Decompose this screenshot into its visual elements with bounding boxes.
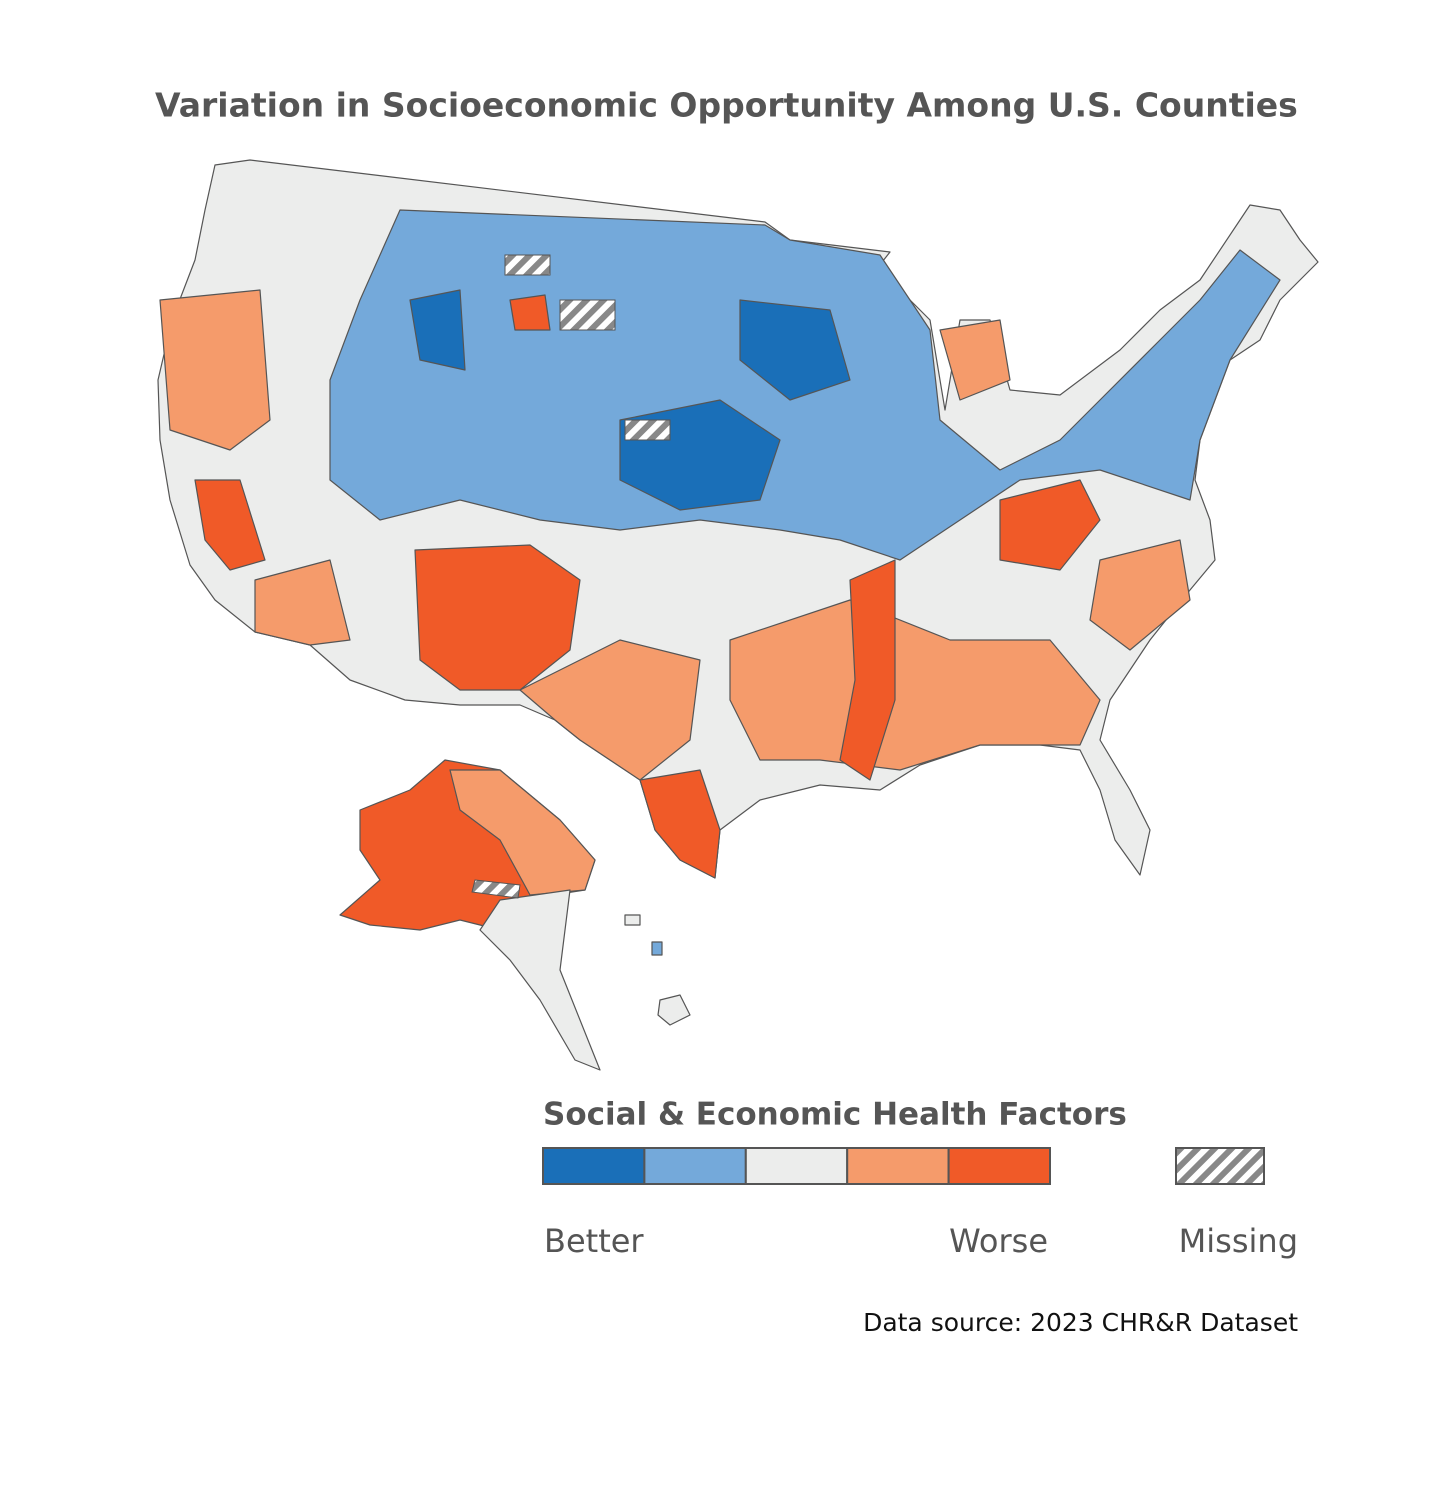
- missing-region: [504, 254, 671, 441]
- region: [159, 289, 271, 451]
- legend-title: Social & Economic Health Factors: [543, 1097, 1127, 1133]
- region: [479, 889, 601, 1071]
- region: [254, 559, 351, 646]
- missing-swatch: [1175, 1147, 1265, 1185]
- region: [729, 599, 1101, 771]
- legend-missing-label: Missing: [1179, 1222, 1298, 1260]
- region: [999, 479, 1101, 571]
- title: Variation in Socioeconomic Opportunity A…: [155, 86, 1298, 125]
- legend-swatch: [947, 1147, 1051, 1185]
- region: [509, 294, 551, 331]
- legend-high-label: Worse: [949, 1222, 1048, 1260]
- missing-region: [471, 879, 521, 899]
- region: [739, 299, 851, 401]
- legend-low-label: Better: [544, 1222, 644, 1260]
- hawaii: [651, 941, 663, 956]
- hawaii: [657, 994, 691, 1026]
- legend: Social & Economic Health Factors Better …: [542, 1097, 1298, 1260]
- region: [194, 479, 266, 571]
- region: [939, 319, 1011, 401]
- region: [449, 769, 596, 896]
- hawaii: [624, 914, 641, 926]
- region: [414, 544, 581, 691]
- region: [519, 639, 701, 781]
- map: [157, 159, 1319, 1071]
- region: [1089, 539, 1191, 651]
- legend-swatch: [643, 1147, 747, 1185]
- legend-swatch: [542, 1147, 646, 1185]
- region: [409, 289, 466, 371]
- legend-swatch: [744, 1147, 849, 1185]
- source-note: Data source: 2023 CHR&R Dataset: [863, 1308, 1298, 1337]
- region: [839, 559, 896, 781]
- legend-swatch: [846, 1147, 950, 1185]
- region: [639, 769, 721, 879]
